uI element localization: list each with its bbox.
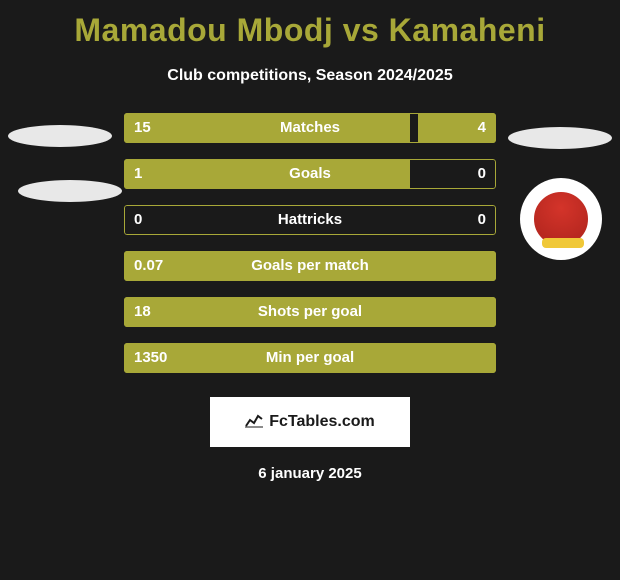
bar-row: 18Shots per goal [124,297,496,327]
bar-row: 1350Min per goal [124,343,496,373]
avatar-left-1 [8,125,112,147]
page-title: Mamadou Mbodj vs Kamaheni [0,0,620,49]
bar-label: Goals per match [124,251,496,281]
subtitle: Club competitions, Season 2024/2025 [0,67,620,85]
bar-label: Matches [124,113,496,143]
bar-row: 00Hattricks [124,205,496,235]
bar-label: Goals [124,159,496,189]
bar-row: 10Goals [124,159,496,189]
crest-icon [530,188,592,250]
footer-date: 6 january 2025 [0,465,620,482]
avatar-left-2 [18,180,122,202]
branding-text: FcTables.com [269,413,375,431]
bar-row: 154Matches [124,113,496,143]
branding-badge: FcTables.com [210,397,410,447]
avatar-right-1 [508,127,612,149]
club-crest-right [520,178,602,260]
bar-label: Min per goal [124,343,496,373]
comparison-chart: 154Matches 10Goals 00Hattricks 0.07Goals pe… [124,113,496,373]
bar-label: Shots per goal [124,297,496,327]
bar-row: 0.07Goals per match [124,251,496,281]
chart-icon [245,412,263,433]
bar-label: Hattricks [124,205,496,235]
